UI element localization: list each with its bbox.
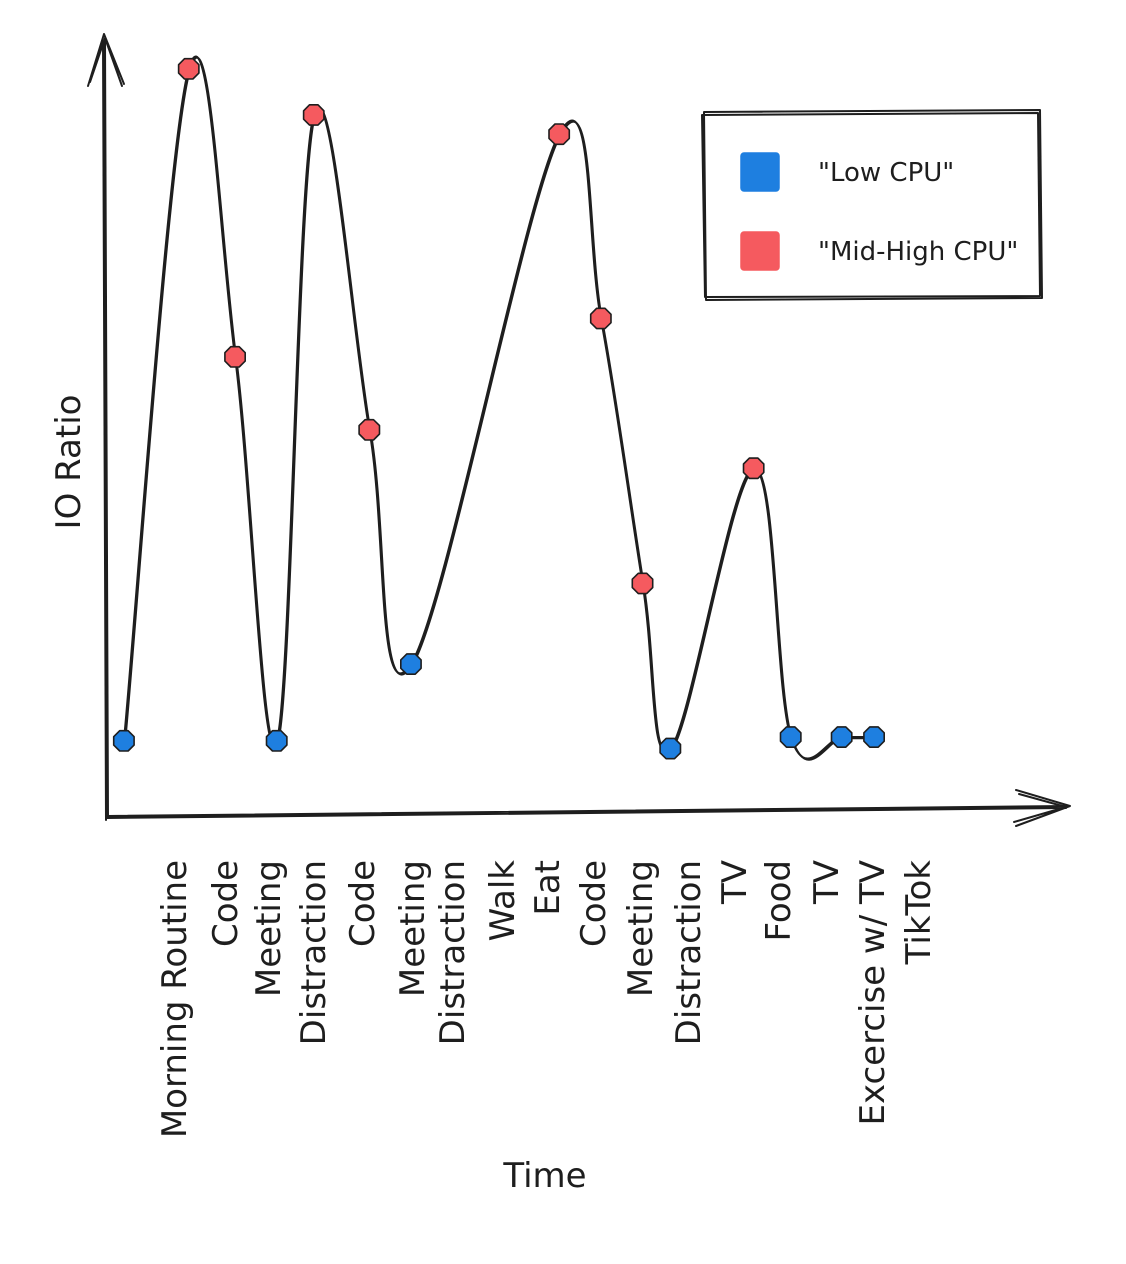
y-axis-label: IO Ratio [49,395,89,530]
x-tick-label: TV [807,860,847,905]
data-point-mid-high-cpu [224,345,246,368]
legend-label: "Mid-High CPU" [818,237,1018,267]
x-tick-label: Distraction [433,860,473,1045]
data-point-low-cpu [779,726,802,749]
legend-label: "Low CPU" [818,158,954,188]
x-tick-label: Food [759,860,799,942]
x-tick-label: Eat [528,860,568,916]
x-tick-label: Morning Routine [155,860,195,1138]
data-point-mid-high-cpu [358,418,381,441]
data-point-low-cpu [112,729,135,752]
x-tick-label: Distraction [669,860,709,1045]
data-point-mid-high-cpu [548,123,571,146]
data-point-low-cpu [265,729,288,752]
x-tick-label: Meeting [393,860,433,997]
x-tick-label: Code [574,860,614,947]
x-tick-label: Code [343,860,383,947]
x-tick-label: Walk [483,860,523,942]
x-axis-label: Time [502,1156,586,1196]
data-point-mid-high-cpu [742,457,765,480]
x-tick-labels: Morning Routine Code Meeting Distraction Cod… [155,860,939,1138]
x-axis-line [106,805,1069,819]
x-tick-label: TV [715,860,755,905]
legend-swatch [740,231,780,271]
legend-box [701,109,1043,301]
axes [87,33,1071,827]
data-point-low-cpu [659,737,682,760]
data-point-mid-high-cpu [631,572,654,595]
y-axis-line [102,39,109,821]
data-point-mid-high-cpu [177,57,200,80]
x-tick-label: Meeting [621,860,661,997]
data-point-low-cpu [830,726,853,749]
x-tick-label: Distraction [294,860,334,1045]
data-points [112,57,886,760]
x-axis-arrow-head [1013,789,1071,827]
data-point-mid-high-cpu [302,104,325,126]
legend-entries: "Low CPU" "Mid-High CPU" [740,152,1018,271]
x-tick-label: TikTok [899,860,939,966]
legend-swatch [740,152,780,192]
x-tick-label: Code [206,860,246,947]
y-axis-arrow-head [87,33,125,87]
x-tick-label: Meeting [249,860,289,997]
data-point-low-cpu [399,653,422,676]
data-point-low-cpu [863,726,886,749]
x-tick-label: Excercise w/ TV [853,860,893,1126]
data-point-mid-high-cpu [589,307,612,330]
legend: "Low CPU" "Mid-High CPU" [701,109,1043,301]
